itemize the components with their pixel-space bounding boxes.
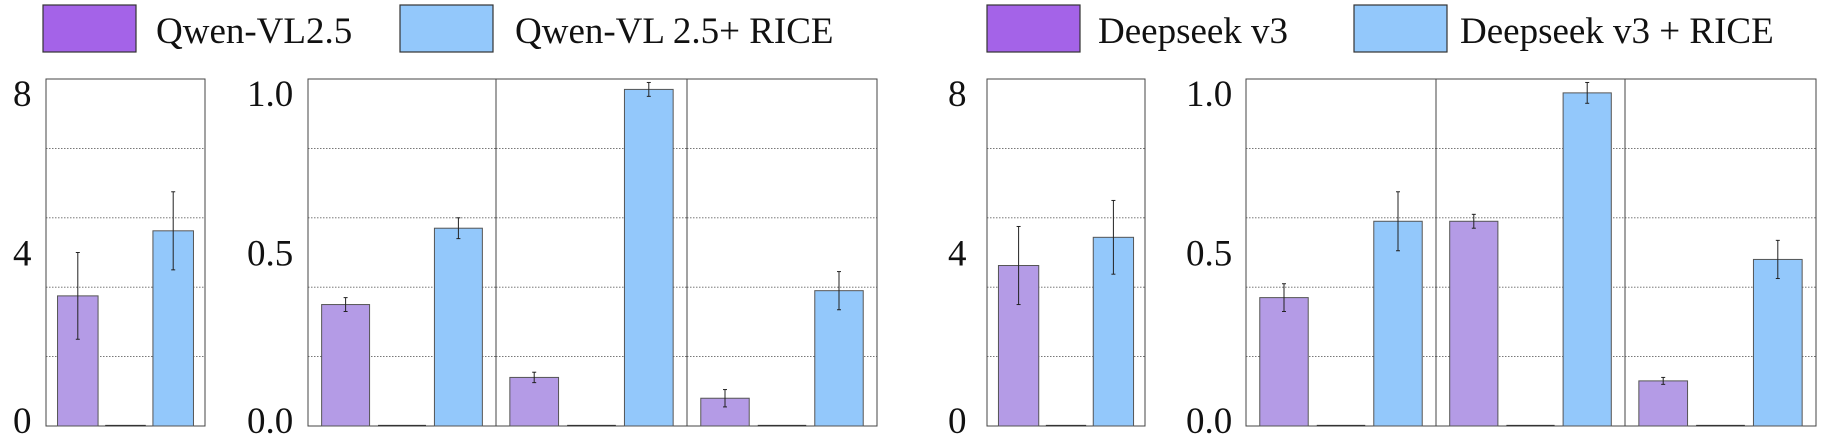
bar-base <box>1259 297 1309 427</box>
error-bar <box>646 81 651 97</box>
y-tick-label: 8 <box>13 74 32 115</box>
y-tick-label: 0.0 <box>247 401 293 434</box>
error-bar <box>1775 239 1780 280</box>
bar-rice <box>623 88 674 427</box>
y-tick-label: 4 <box>948 234 967 275</box>
legend-swatch-rice <box>399 4 494 53</box>
error-bar <box>1585 81 1590 104</box>
bar-rice <box>1373 220 1423 427</box>
legend-label-rice: Deepseek v3 + RICE <box>1460 11 1774 52</box>
bar-rice <box>1562 92 1612 427</box>
bar-base <box>509 376 560 427</box>
y-tick-label: 0.0 <box>1186 401 1232 434</box>
y-tick-label: 4 <box>13 234 32 275</box>
error-bar <box>1111 199 1116 275</box>
y-tick-label: 0.5 <box>247 234 293 275</box>
error-bar <box>171 191 176 271</box>
bar-rice <box>433 227 483 427</box>
legend-label-base: Qwen-VL2.5 <box>156 11 352 52</box>
y-tick-label: 8 <box>948 74 967 115</box>
chart-panel <box>1435 78 1626 427</box>
chart-panel: 0.0 0.5 1.0 <box>247 74 497 434</box>
legend-label-rice: Qwen-VL 2.5+ RICE <box>515 11 834 52</box>
error-bar <box>532 371 537 384</box>
legend-swatch-base <box>42 4 137 53</box>
bar-base <box>1638 380 1689 427</box>
y-tick-label: 0 <box>13 401 32 434</box>
error-bar <box>1282 283 1286 312</box>
error-bar <box>75 252 80 340</box>
error-bar <box>1396 191 1400 252</box>
chart-panel: 0 4 8 <box>13 74 206 434</box>
error-bar <box>456 217 461 240</box>
legend-label-base: Deepseek v3 <box>1098 11 1288 52</box>
y-tick-label: 1.0 <box>1186 74 1232 115</box>
chart-panel <box>1624 78 1817 427</box>
error-bar <box>1471 213 1476 229</box>
bar-rice <box>1752 258 1803 427</box>
bar-base <box>321 304 371 427</box>
chart-panel <box>495 78 688 427</box>
error-bar <box>1016 225 1021 306</box>
error-bar <box>1661 376 1666 385</box>
chart-panel <box>686 78 878 427</box>
legend-swatch-rice <box>1353 4 1448 53</box>
chart-panels: 0 4 8 0.0 0.5 1.0 0 4 8 0.0 0.5 1.0 <box>13 74 1817 434</box>
error-bar <box>723 389 727 408</box>
legends: Qwen-VL2.5 Qwen-VL 2.5+ RICE Deepseek v3 De… <box>42 4 1774 53</box>
y-tick-label: 0 <box>948 401 967 434</box>
y-tick-label: 0.5 <box>1186 234 1232 275</box>
chart-panel: 0.0 0.5 1.0 <box>1186 74 1437 434</box>
error-bar <box>837 271 841 311</box>
error-bar <box>343 297 348 312</box>
chart-panel: 0 4 8 <box>948 74 1146 434</box>
y-tick-label: 1.0 <box>247 74 293 115</box>
bar-base <box>1449 220 1499 427</box>
legend-swatch-base <box>986 4 1081 53</box>
bar-rice <box>814 290 864 427</box>
